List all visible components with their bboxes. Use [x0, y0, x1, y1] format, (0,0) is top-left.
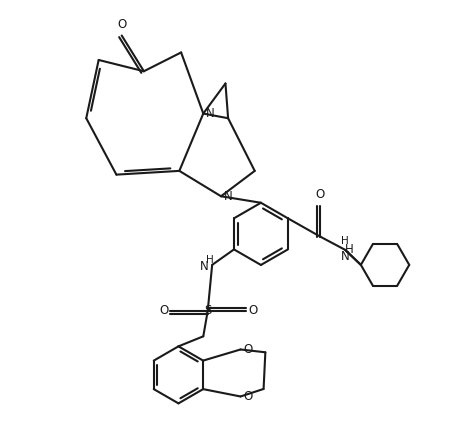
Text: N: N [224, 190, 232, 203]
Text: O: O [117, 18, 126, 31]
Text: H: H [206, 254, 213, 264]
Text: N: N [200, 260, 209, 273]
Text: O: O [159, 305, 169, 318]
Text: N: N [206, 107, 215, 120]
Text: N: N [341, 250, 349, 263]
Text: S: S [204, 305, 212, 318]
Text: H: H [345, 243, 354, 256]
Text: O: O [243, 343, 252, 356]
Text: O: O [316, 188, 325, 201]
Text: H: H [341, 236, 349, 246]
Text: O: O [248, 305, 257, 318]
Text: O: O [243, 390, 252, 403]
